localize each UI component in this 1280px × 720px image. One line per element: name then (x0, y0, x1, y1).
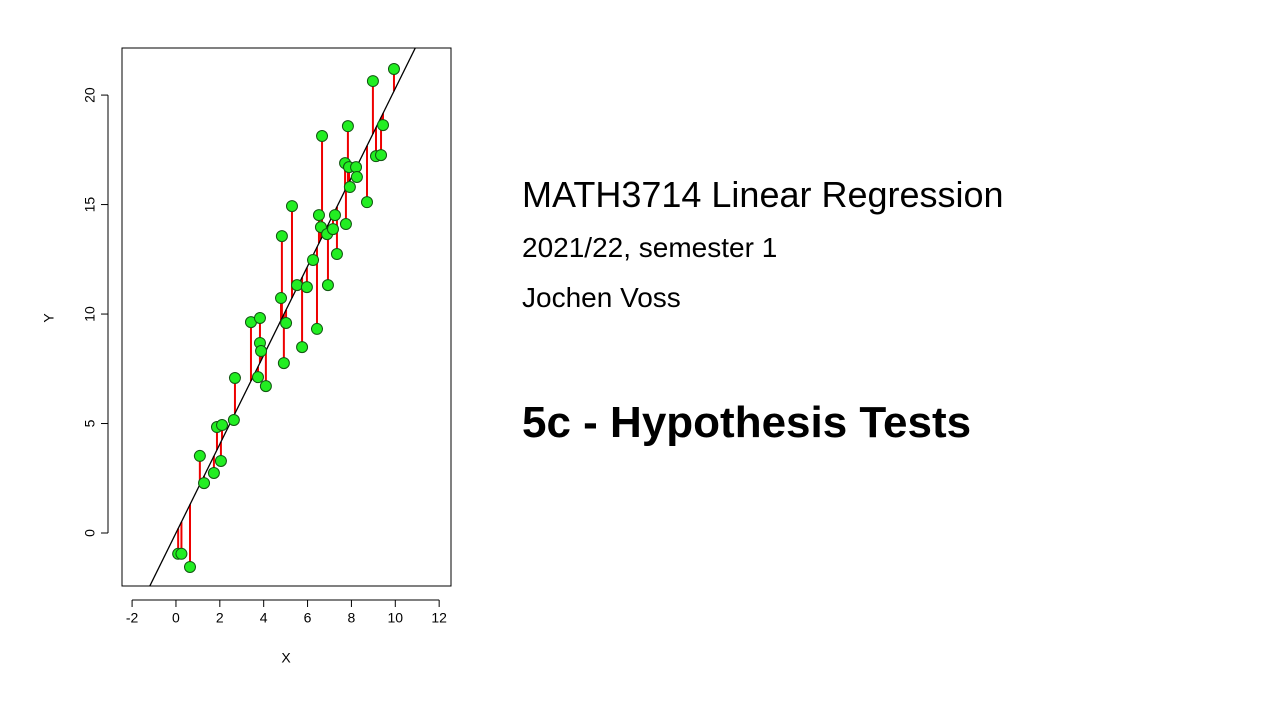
data-point (341, 120, 354, 133)
data-point (330, 248, 343, 261)
y-tick-label: 20 (82, 87, 98, 103)
x-tick-label: 4 (260, 610, 268, 626)
y-tick-label: 10 (82, 306, 98, 322)
y-axis-label: Y (41, 313, 57, 323)
data-point (300, 281, 313, 294)
x-tick-label: -2 (126, 610, 139, 626)
data-point (350, 170, 363, 183)
data-point (291, 279, 304, 292)
data-point (285, 200, 298, 213)
data-point (198, 477, 211, 490)
y-tick-label: 15 (82, 197, 98, 213)
data-point (227, 414, 240, 427)
x-tick-label: 2 (216, 610, 224, 626)
data-point (280, 317, 293, 330)
data-point (387, 63, 400, 76)
data-point (214, 454, 227, 467)
data-point (207, 467, 220, 480)
data-point (343, 181, 356, 194)
slide-term: 2021/22, semester 1 (522, 232, 778, 263)
data-point (175, 547, 188, 560)
x-axis-label: X (281, 650, 291, 666)
data-point (307, 253, 320, 266)
regression-line (149, 48, 417, 586)
slide-section: 5c - Hypothesis Tests (522, 398, 972, 447)
x-tick-label: 6 (304, 610, 312, 626)
data-point (255, 345, 268, 358)
data-point (253, 311, 266, 324)
x-tick-label: 0 (172, 610, 180, 626)
y-tick-label: 5 (82, 419, 98, 427)
data-point (316, 130, 329, 143)
data-point (350, 161, 363, 174)
data-point (375, 149, 388, 162)
data-point (339, 218, 352, 231)
data-point (275, 230, 288, 243)
y-tick-label: 0 (82, 529, 98, 537)
data-point (360, 196, 373, 209)
plot-area (149, 48, 417, 586)
data-point (321, 279, 334, 292)
data-point (328, 209, 341, 222)
data-point (377, 119, 390, 132)
slide-author: Jochen Voss (522, 282, 681, 313)
data-point (366, 75, 379, 88)
data-point (228, 371, 241, 384)
data-point (310, 322, 323, 335)
data-point (259, 380, 272, 393)
data-point (326, 223, 339, 236)
data-point (251, 371, 264, 384)
slide-title: MATH3714 Linear Regression (522, 174, 1004, 215)
x-tick-label: 12 (431, 610, 447, 626)
data-point (216, 419, 229, 432)
data-point (275, 292, 288, 305)
chart: X Y -2 0 2 4 6 8 10 12 0 5 10 15 20 (41, 47, 452, 666)
x-tick-label: 8 (348, 610, 356, 626)
x-tick-label: 10 (388, 610, 404, 626)
data-point (277, 357, 290, 370)
data-point (183, 560, 196, 573)
data-point (193, 449, 206, 462)
data-point (296, 341, 309, 354)
plot-frame (121, 47, 452, 587)
data-point (312, 209, 325, 222)
